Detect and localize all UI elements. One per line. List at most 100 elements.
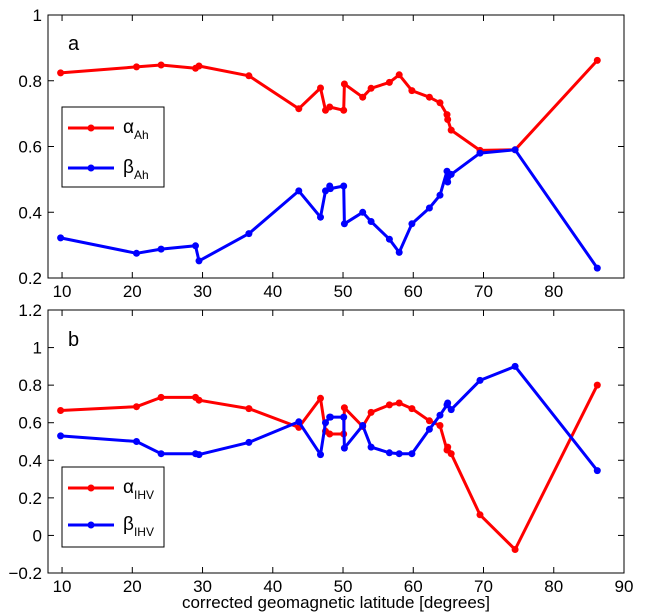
data-point-a-1-5	[245, 230, 253, 238]
data-point-b-0-1	[133, 403, 140, 411]
data-point-b-0-18	[436, 422, 444, 429]
data-point-b-1-17	[408, 450, 416, 458]
data-point-b-1-2	[157, 450, 165, 458]
data-point-b-0-21	[447, 450, 455, 458]
data-point-b-1-11	[340, 413, 348, 421]
y-tick-label-b-2: 0.2	[18, 489, 42, 508]
panel-a-ticks: 10 20 30 40 50 60 70 80 0.2 0.4 0.6 0.8 1	[18, 6, 625, 301]
panel-a-plot-area	[57, 56, 601, 272]
data-point-a-1-13	[359, 208, 367, 216]
legend-beta-ah-symbol: β	[123, 157, 134, 178]
x-tick-label-b-40: 40	[263, 577, 282, 596]
data-point-b-0-20	[444, 443, 452, 451]
data-point-b-1-18	[425, 425, 433, 433]
legend-alpha-ah-label: αAh	[123, 117, 149, 142]
panel-a: 10 20 30 40 50 60 70 800.20.40.60.81 a αAh βAh	[18, 6, 625, 301]
data-point-a-1-16	[395, 248, 403, 256]
data-point-a-0-10	[340, 106, 348, 114]
data-point-a-0-12	[359, 93, 367, 101]
data-point-a-1-15	[385, 235, 393, 243]
panel-b-legend-box	[61, 466, 165, 548]
data-point-a-1-21	[444, 178, 452, 186]
data-point-a-0-21	[447, 126, 455, 134]
data-point-b-0-22	[476, 511, 484, 519]
x-tick-label-b-50: 50	[334, 577, 353, 596]
legend-alpha-ihv-marker	[87, 484, 95, 492]
data-point-b-1-15	[385, 449, 393, 457]
data-point-a-0-17	[425, 93, 433, 101]
data-point-b-1-8	[322, 419, 329, 427]
x-tick-label-b-60: 60	[404, 577, 423, 596]
data-point-b-0-11	[340, 404, 348, 412]
data-point-b-0-17	[425, 417, 433, 425]
legend-alpha-ah-marker	[87, 124, 95, 132]
data-point-b-0-2	[157, 393, 165, 401]
data-point-b-0-13	[367, 408, 375, 416]
data-point-a-1-19	[436, 191, 444, 199]
panel-b-legend: αIHV βIHV	[61, 466, 165, 548]
data-point-a-0-6	[295, 105, 303, 113]
panel-b-axes-frame	[47, 309, 625, 574]
legend-alpha-ihv-label: αIHV	[123, 477, 154, 502]
x-tick-label-a-10: 10	[53, 282, 72, 301]
y-tick-label-a-4: 1	[33, 6, 42, 25]
data-point-b-0-0	[57, 407, 65, 414]
data-point-a-0-18	[436, 99, 444, 107]
data-point-b-1-4	[195, 451, 203, 459]
data-point-a-0-2	[157, 61, 165, 69]
y-tick-label-b-1: 0	[33, 526, 42, 545]
legend-alpha-ihv-symbol: α	[123, 477, 134, 498]
data-point-a-1-23	[476, 149, 484, 157]
panel-b-ticks: 10 20 30 40 50 60 70 80 90 −0.2 0 0.2 0.4 0.6 0.8 1 1.2	[8, 301, 633, 596]
data-point-b-0-15	[395, 399, 403, 407]
data-point-b-0-24	[593, 381, 601, 389]
data-point-b-1-19	[436, 411, 444, 419]
y-tick-label-b-5: 0.8	[18, 376, 42, 395]
data-point-a-1-4	[195, 257, 203, 265]
data-point-b-0-7	[317, 394, 324, 402]
y-tick-label-b-4: 0.6	[18, 414, 42, 433]
data-point-b-1-0	[57, 432, 65, 440]
data-point-b-1-1	[133, 438, 140, 445]
panel-b-plot-area	[57, 362, 601, 553]
x-tick-label-a-40: 40	[263, 282, 282, 301]
x-tick-label-b-90: 90	[615, 577, 634, 596]
data-point-a-0-1	[133, 63, 140, 71]
data-point-b-0-16	[408, 405, 416, 413]
data-point-b-1-23	[476, 376, 484, 384]
data-point-a-0-9	[326, 103, 334, 111]
panel-b: 10 20 30 40 50 60 70 80 90−0.200.20.40.60.811.2 …	[8, 301, 633, 612]
data-point-b-1-21	[444, 399, 452, 407]
data-point-a-0-13	[367, 84, 375, 92]
legend-alpha-ah-sub: Ah	[134, 128, 149, 142]
data-point-b-0-14	[385, 401, 393, 409]
panel-b-letter: b	[68, 329, 79, 351]
y-tick-label-a-3: 0.8	[18, 72, 42, 91]
x-tick-label-a-30: 30	[193, 282, 212, 301]
data-point-a-1-24	[511, 146, 519, 154]
data-point-a-0-24	[593, 56, 601, 64]
data-point-b-1-24	[511, 362, 519, 370]
data-point-a-1-0	[57, 234, 65, 242]
data-point-b-1-10	[326, 413, 334, 421]
data-point-a-0-20	[444, 116, 452, 123]
x-tick-label-b-20: 20	[123, 577, 142, 596]
panel-a-letter: a	[68, 33, 80, 55]
legend-alpha-ihv-sub: IHV	[134, 488, 154, 502]
data-point-a-0-4	[195, 62, 203, 70]
y-tick-label-b-0: −0.2	[8, 564, 42, 583]
data-point-b-1-25	[593, 467, 601, 475]
x-tick-label-a-80: 80	[544, 282, 563, 301]
x-tick-label-a-60: 60	[404, 282, 423, 301]
data-point-b-1-14	[367, 443, 375, 451]
data-point-b-1-12	[340, 444, 348, 452]
data-point-b-1-5	[245, 438, 253, 446]
data-point-a-1-10	[326, 185, 334, 193]
data-point-b-0-9	[326, 430, 334, 438]
legend-beta-ah-marker	[87, 164, 95, 172]
y-tick-label-b-3: 0.4	[18, 451, 42, 470]
legend-beta-ihv-label: βIHV	[123, 514, 154, 539]
data-point-a-1-14	[367, 218, 375, 225]
x-tick-label-b-30: 30	[193, 577, 212, 596]
